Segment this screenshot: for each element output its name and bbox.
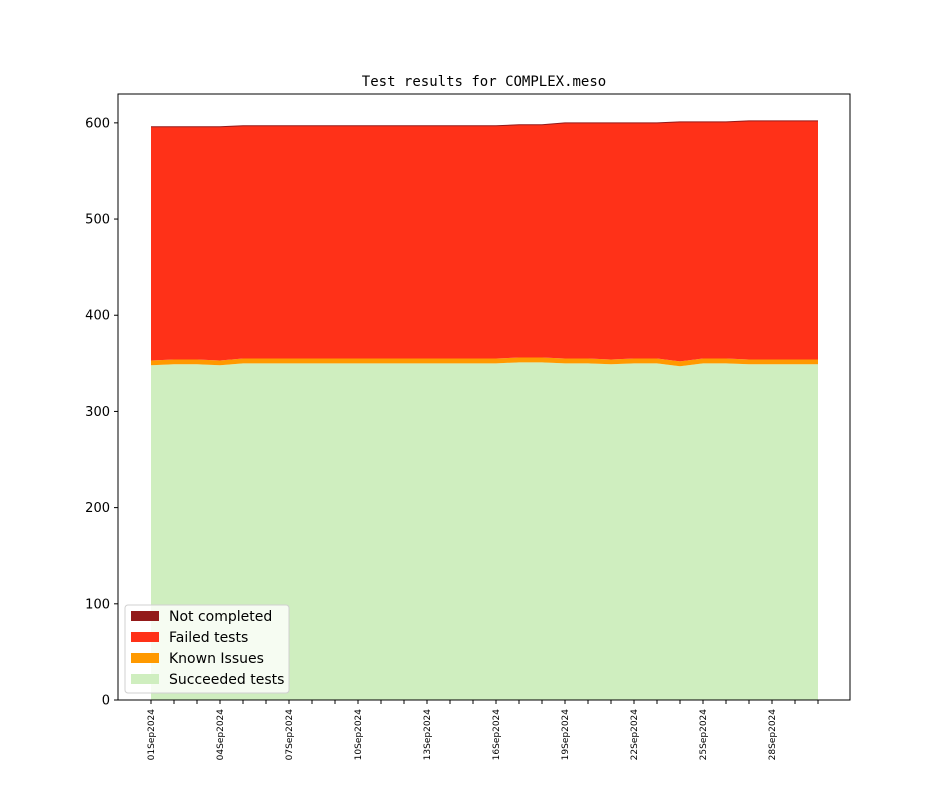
legend-swatch-not-completed [131, 611, 159, 621]
legend-swatch-succeeded-tests [131, 674, 159, 684]
xtick-label: 22Sep2024 [630, 709, 640, 761]
legend-label-not-completed: Not completed [169, 609, 272, 625]
area-succeeded-tests [151, 362, 818, 700]
xtick-label: 25Sep2024 [699, 709, 709, 761]
xtick-label: 01Sep2024 [147, 709, 157, 761]
area-failed-tests [151, 120, 818, 362]
chart-title: Test results for COMPLEX.meso [362, 74, 606, 90]
xtick-label: 04Sep2024 [216, 709, 226, 761]
legend-box [124, 604, 290, 694]
xtick-label: 16Sep2024 [492, 709, 502, 761]
area-top-edge [151, 120, 818, 128]
xtick-label: 10Sep2024 [354, 709, 364, 761]
area-known-issues [151, 357, 818, 367]
plot-frame [117, 93, 851, 701]
ytick-label: 500 [85, 213, 110, 228]
ytick-label: 0 [102, 694, 110, 709]
area-layers [151, 120, 818, 700]
xtick-label: 19Sep2024 [561, 709, 571, 761]
legend-swatch-known-issues [131, 653, 159, 663]
ytick-label: 400 [85, 309, 110, 324]
xtick-label: 13Sep2024 [423, 709, 433, 761]
ytick-label: 600 [85, 116, 110, 131]
legend-label-succeeded-tests: Succeeded tests [169, 672, 284, 688]
xtick-label: 28Sep2024 [768, 709, 778, 761]
legend: Not completed Failed tests Known Issues Suc… [124, 604, 290, 694]
ytick-label: 100 [85, 597, 110, 612]
legend-label-known-issues: Known Issues [169, 651, 264, 667]
legend-swatch-failed-tests [131, 632, 159, 642]
legend-label-failed-tests: Failed tests [169, 630, 248, 646]
xtick-label: 07Sep2024 [285, 709, 295, 761]
x-axis: 01Sep2024 04Sep2024 07Sep2024 10Sep2024 13Se… [147, 700, 819, 761]
y-axis: 0 100 200 300 400 500 600 [85, 116, 118, 709]
ytick-label: 300 [85, 405, 110, 420]
ytick-label: 200 [85, 501, 110, 516]
